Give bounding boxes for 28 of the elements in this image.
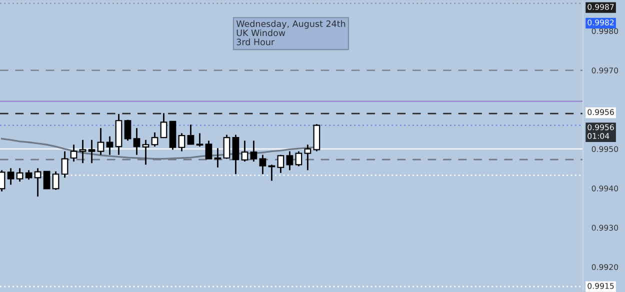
candlestick [223, 134, 230, 160]
candlestick [43, 170, 50, 190]
candlestick [88, 139, 96, 164]
candlestick [232, 134, 240, 175]
candlestick [151, 132, 158, 148]
annotation: Wednesday, August 24th UK Window 3rd Hour [236, 20, 346, 46]
candlestick [295, 150, 302, 167]
candlestick [79, 139, 86, 164]
candlestick [205, 140, 212, 160]
candlestick [250, 140, 258, 162]
candlestick [97, 127, 104, 156]
candlestick [106, 136, 114, 156]
candlestick [178, 132, 186, 152]
candlestick [241, 140, 248, 162]
candlestick [16, 168, 24, 182]
candlestick [304, 144, 312, 171]
candlestick [25, 169, 32, 180]
candlestick [133, 127, 140, 156]
candlestick [214, 147, 222, 168]
candlestick [142, 139, 150, 166]
candlestick [187, 124, 194, 146]
candlestick [286, 150, 294, 171]
candlestick [160, 112, 168, 139]
candlestick [124, 119, 132, 142]
candlestick [7, 168, 14, 186]
candlestick [196, 132, 204, 148]
candlestick [259, 154, 266, 175]
candlestick [70, 144, 78, 162]
